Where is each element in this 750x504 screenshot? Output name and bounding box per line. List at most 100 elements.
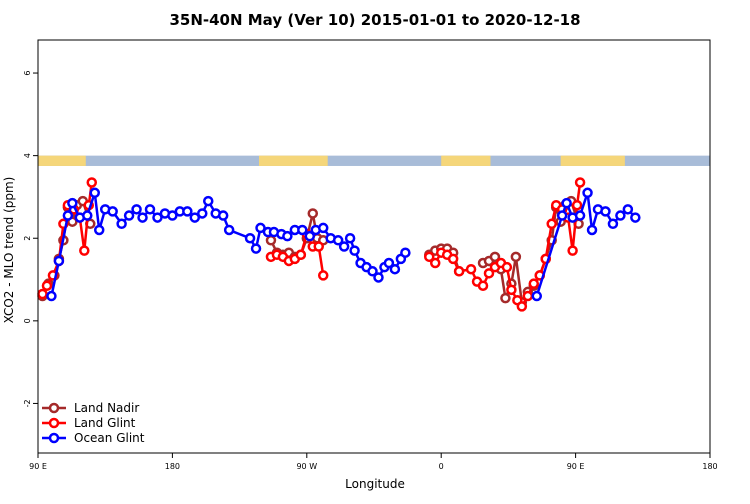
data-point [367,266,378,277]
data-point [510,251,522,263]
series-layer [37,177,641,312]
data-point [217,210,229,221]
data-point [244,232,256,244]
data-point [571,199,583,211]
data-point [630,212,641,223]
data-point [89,187,100,199]
data-point [465,263,477,275]
data-point [137,212,148,223]
series-ocean-glint [46,187,641,302]
data-point [622,204,634,215]
legend-marker [48,432,60,444]
legend-marker [48,417,60,429]
data-point [116,218,127,230]
plot-frame [37,39,711,454]
data-point [107,206,118,217]
data-point [304,230,316,242]
legend-label: Land Nadir [74,401,139,415]
data-point [516,301,528,312]
data-point [607,218,619,230]
data-point [429,257,441,269]
x-tick-label: 90 E [29,462,47,471]
data-point [600,206,611,217]
data-point [373,272,384,283]
data-point [189,212,201,223]
map-strip-land [441,155,491,166]
x-axis-ticks: 90 E 180 90 W 0 90 E 180 [29,453,718,471]
data-point [317,222,329,234]
data-point [501,261,513,273]
y-tick-label: 4 [23,153,32,158]
data-point [182,206,193,217]
data-point [483,268,495,279]
data-point [131,204,142,215]
data-point [531,290,543,302]
data-point [144,204,156,215]
data-point [349,245,360,256]
data-point [202,195,214,207]
y-tick-label: 0 [23,318,32,323]
data-point [79,245,90,256]
data-point [424,251,435,263]
data-point [295,249,307,261]
x-tick-label: 180 [702,462,717,471]
x-tick-label: 180 [165,462,180,471]
data-point [282,230,293,242]
data-point [82,210,93,221]
data-point [62,210,74,221]
map-strip-land [560,155,625,166]
data-point [453,266,465,277]
data-point [489,251,501,263]
data-point [197,208,208,219]
legend-marker [48,402,60,414]
data-point [546,218,557,230]
data-point [123,210,135,221]
y-tick-label: 6 [23,70,32,75]
data-point [332,235,344,246]
map-strip [38,155,710,166]
y-axis-label: XCO2 - MLO trend (ppm) [2,177,16,324]
y-axis-ticks: -2 0 2 4 6 [23,70,38,407]
data-point [86,177,98,188]
data-point [522,290,534,302]
chart-title: 35N-40N May (Ver 10) 2015-01-01 to 2020-… [169,11,580,29]
map-strip-land [259,155,328,166]
data-point [528,278,540,289]
data-point [561,197,572,209]
data-point [586,224,598,236]
data-point [297,224,308,236]
data-point [556,210,568,221]
data-point [152,212,163,223]
data-point [477,280,489,291]
x-tick-label: 0 [439,462,444,471]
data-point [307,208,319,219]
legend-label: Land Glint [74,416,136,430]
data-point [389,263,401,275]
data-point [46,290,57,302]
data-point [574,210,586,221]
data-point [615,210,626,221]
data-point [53,255,65,267]
data-point [313,241,324,252]
data-point [317,270,329,281]
data-point [500,292,511,304]
data-point [383,257,395,269]
data-point [41,280,53,291]
x-tick-label: 90 E [567,462,585,471]
data-point [93,224,105,236]
y-tick-label: -2 [23,399,32,407]
data-point [67,197,78,209]
map-strip-land [38,155,86,166]
data-point [567,245,578,256]
data-point [574,177,586,188]
y-tick-label: 2 [23,236,32,241]
data-point [338,241,350,252]
map-strip-ocean [38,155,710,166]
data-point [344,232,356,244]
legend-label: Ocean Glint [74,431,145,445]
data-point [223,224,235,236]
data-point [400,247,411,258]
